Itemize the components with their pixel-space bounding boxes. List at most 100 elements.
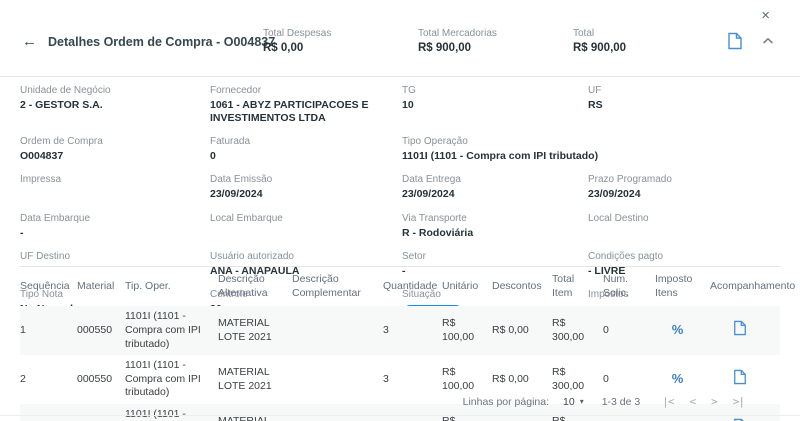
col-imposto-itens: Imposto Itens: [655, 273, 693, 299]
table-header-row: Sequência Material Tip. Oper. Descrição …: [20, 267, 796, 306]
field-situacao: Situação Aprovado: [402, 289, 588, 333]
page-title: Detalhes Ordem de Compra - O004837: [48, 35, 276, 49]
field-value: N - Normal: [20, 302, 74, 315]
field-usuario-autorizado: Usuário autorizado ANA - ANAPAULA: [210, 251, 402, 289]
cell-unitario: R$ 100,00: [442, 317, 475, 343]
field-value: [588, 227, 774, 239]
cell-descricao-alternativa: MATERIAL LOTE 2021: [218, 317, 272, 343]
total-geral: Total R$ 900,00: [573, 28, 626, 54]
field-local-destino: Local Destino: [588, 213, 784, 251]
field-value: - LIVRE: [588, 264, 626, 277]
col-quantidade: Quantidade: [383, 279, 438, 292]
cell-tip-oper: 1101I (1101 - Compra com IPI tributado): [125, 408, 186, 421]
field-data-entrega: Data Entrega 23/09/2024: [402, 174, 588, 212]
row-acompanhamento-document-icon[interactable]: [733, 418, 747, 421]
field-label: Usuário autorizado: [210, 250, 294, 262]
field-label: Local Destino: [588, 212, 649, 224]
field-label: Impostos: [588, 288, 629, 300]
rows-per-page-value: 10: [563, 395, 575, 408]
total-despesas-value: R$ 0,00: [263, 42, 304, 54]
cell-quantidade: 3: [383, 372, 389, 385]
field-via-transporte: Via Transporte R - Rodoviária: [402, 213, 588, 251]
field-value: 23/09/2024: [210, 188, 263, 201]
field-label: Fornecedor: [210, 85, 262, 96]
field-label: Local Embarque: [210, 212, 283, 224]
field-value: 23/09/2024: [588, 188, 641, 201]
document-icon[interactable]: [727, 32, 743, 50]
field-ordem-de-compra: Ordem de Compra O004837: [20, 136, 210, 174]
col-material: Material: [77, 279, 115, 292]
pagination-nav: |< < > >|: [662, 395, 745, 408]
field-value: 1101I (1101 - Compra com IPI tributado): [402, 150, 599, 163]
col-tip-oper: Tip. Oper.: [125, 279, 171, 292]
prev-page-icon[interactable]: <: [689, 395, 697, 408]
field-label: Impressa: [20, 174, 62, 186]
cell-material: 000550: [77, 372, 113, 385]
field-label: Controle: [210, 288, 248, 300]
close-icon[interactable]: ×: [761, 7, 770, 24]
col-acompanhamento: Acompanhamento: [710, 279, 796, 292]
cell-descricao-alternativa: MATERIAL LOTE 2021: [218, 366, 272, 392]
field-value: 23/09/2024: [402, 188, 455, 201]
chevron-up-icon[interactable]: [762, 37, 774, 45]
first-page-icon[interactable]: |<: [662, 395, 674, 408]
field-uf: UF RS: [588, 85, 784, 136]
field-local-embarque: Local Embarque: [210, 213, 402, 251]
items-table: Sequência Material Tip. Oper. Descrição …: [20, 266, 796, 421]
field-data-emissao: Data Emissão 23/09/2024: [210, 174, 402, 212]
cell-descricao-complementar: [292, 306, 383, 355]
field-value: 0: [210, 150, 216, 163]
rows-per-page-label: Linhas por página:: [462, 395, 550, 408]
back-arrow-icon[interactable]: ←: [22, 33, 37, 50]
cell-tip-oper: 1101I (1101 - Compra com IPI tributado): [125, 310, 201, 350]
cell-material: 000550: [77, 323, 113, 336]
field-label: Situação: [402, 288, 441, 300]
total-mercadorias-value: R$ 900,00: [418, 42, 472, 54]
field-value: [20, 188, 200, 200]
field-value: 20: [210, 302, 222, 315]
field-value: RS: [588, 99, 603, 111]
cell-num-solic: 0: [603, 323, 609, 336]
cell-unitario: R$ 100,00: [442, 366, 475, 392]
total-despesas: Total Despesas R$ 0,00: [263, 28, 331, 54]
field-tipo-operacao: Tipo Operação 1101I (1101 - Compra com I…: [402, 136, 784, 174]
row-acompanhamento-document-icon[interactable]: [733, 369, 747, 385]
col-total-item: Total Item: [552, 273, 575, 299]
field-label: Ordem de Compra: [20, 136, 103, 148]
rows-per-page-select[interactable]: 10 ▾: [563, 396, 584, 408]
impostos-percent-icon[interactable]: %: [590, 303, 602, 319]
field-label: UF: [588, 85, 602, 96]
cell-total-item: R$ 300,00: [552, 366, 585, 392]
field-label: Setor: [402, 250, 426, 262]
chevron-down-icon: ▾: [579, 397, 584, 406]
field-data-embarque: Data Embarque -: [20, 213, 210, 251]
field-uf-destino: UF Destino: [20, 251, 210, 289]
field-label: Unidade de Negócio: [20, 85, 111, 96]
page-range-label: 1-3 de 3: [601, 395, 641, 408]
field-label: Prazo Programado: [588, 174, 672, 186]
field-condicoes-pagto: Condições pagto - LIVRE: [588, 251, 784, 289]
field-value: R - Rodoviária: [402, 226, 474, 239]
total-despesas-label: Total Despesas: [263, 28, 332, 39]
field-impressa: Impressa: [20, 174, 210, 212]
cell-sequencia: 1: [20, 323, 26, 336]
total-geral-label: Total: [573, 28, 595, 39]
total-mercadorias: Total Mercadorias R$ 900,00: [418, 28, 497, 54]
header-bar: ← Detalhes Ordem de Compra - O004837 Tot…: [0, 24, 800, 68]
field-fornecedor: Fornecedor 1061 - ABYZ PARTICIPACOES E I…: [210, 85, 402, 136]
field-value: 10: [402, 99, 414, 111]
last-page-icon[interactable]: >|: [732, 395, 745, 408]
next-page-icon[interactable]: >: [711, 395, 718, 408]
table-row: 2 000550 1101I (1101 - Compra com IPI tr…: [20, 355, 780, 404]
row-impostos-percent-icon[interactable]: %: [671, 371, 684, 387]
field-prazo-programado: Prazo Programado 23/09/2024: [588, 174, 784, 212]
col-descontos: Descontos: [492, 279, 542, 292]
field-label: TG: [402, 85, 416, 96]
row-acompanhamento-document-icon[interactable]: [733, 320, 747, 336]
row-impostos-percent-icon[interactable]: %: [671, 322, 684, 338]
header-divider: [0, 76, 800, 77]
field-setor: Setor -: [402, 251, 588, 289]
field-label: Data Embarque: [20, 212, 91, 224]
col-descricao-complementar: Descrição Complementar: [292, 273, 361, 299]
